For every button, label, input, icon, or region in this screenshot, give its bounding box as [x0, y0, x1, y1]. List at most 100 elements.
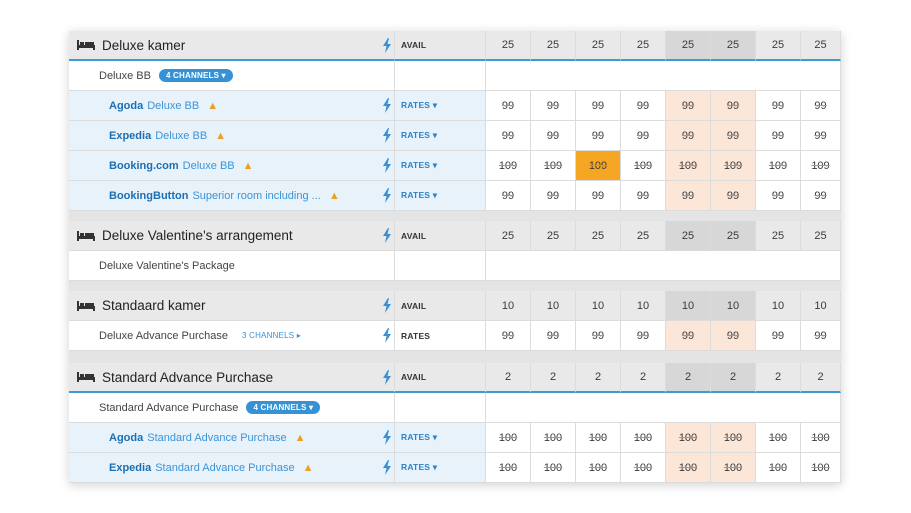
- lightning-bolt-icon[interactable]: [383, 370, 391, 385]
- avail-cell[interactable]: 25: [756, 221, 801, 251]
- rate-cell[interactable]: 100: [756, 453, 801, 483]
- rate-cell[interactable]: 99: [576, 121, 621, 151]
- lightning-bolt-icon[interactable]: [383, 228, 391, 243]
- rate-cell[interactable]: 99: [576, 321, 621, 351]
- rate-cell[interactable]: 99: [531, 121, 576, 151]
- avail-cell[interactable]: 10: [711, 291, 756, 321]
- rate-cell[interactable]: 99: [756, 181, 801, 211]
- avail-cell[interactable]: 2: [531, 363, 576, 393]
- channel-name-cell[interactable]: Agoda Deluxe BB ▲: [69, 91, 395, 121]
- rate-cell[interactable]: 100: [711, 423, 756, 453]
- avail-cell[interactable]: 25: [621, 221, 666, 251]
- rate-cell[interactable]: 99: [486, 121, 531, 151]
- lightning-bolt-icon[interactable]: [383, 328, 391, 343]
- lightning-bolt-icon[interactable]: [383, 98, 391, 113]
- rate-cell[interactable]: 99: [666, 181, 711, 211]
- rate-cell[interactable]: 99: [711, 181, 756, 211]
- channels-expand-link[interactable]: 3 CHANNELS ▸: [242, 331, 301, 340]
- rate-cell[interactable]: 100: [756, 423, 801, 453]
- rate-cell[interactable]: 99: [666, 121, 711, 151]
- lightning-bolt-icon[interactable]: [383, 430, 391, 445]
- avail-cell[interactable]: 2: [576, 363, 621, 393]
- avail-cell[interactable]: 25: [666, 221, 711, 251]
- rate-cell[interactable]: 99: [621, 321, 666, 351]
- lightning-bolt-icon[interactable]: [383, 128, 391, 143]
- avail-cell[interactable]: 25: [801, 221, 841, 251]
- rate-cell[interactable]: 99: [621, 181, 666, 211]
- avail-cell[interactable]: 25: [711, 31, 756, 61]
- avail-cell[interactable]: 10: [576, 291, 621, 321]
- lightning-bolt-icon[interactable]: [383, 298, 391, 313]
- channel-name-cell[interactable]: Expedia Standard Advance Purchase ▲: [69, 453, 395, 483]
- rate-cell[interactable]: 99: [486, 181, 531, 211]
- avail-cell[interactable]: 10: [801, 291, 841, 321]
- rate-cell[interactable]: 100: [621, 453, 666, 483]
- avail-cell[interactable]: 25: [576, 31, 621, 61]
- rate-cell[interactable]: 99: [801, 91, 841, 121]
- rate-cell[interactable]: 99: [666, 91, 711, 121]
- rate-cell[interactable]: 100: [666, 453, 711, 483]
- rate-cell[interactable]: 99: [576, 181, 621, 211]
- avail-cell[interactable]: 10: [621, 291, 666, 321]
- avail-cell[interactable]: 25: [531, 221, 576, 251]
- rates-dropdown[interactable]: RATES ▾: [395, 151, 486, 181]
- channel-name-cell[interactable]: Booking.com Deluxe BB ▲: [69, 151, 395, 181]
- rate-cell[interactable]: 99: [666, 321, 711, 351]
- rate-cell[interactable]: 100: [576, 453, 621, 483]
- rate-cell[interactable]: 99: [756, 121, 801, 151]
- rate-cell[interactable]: 100: [576, 423, 621, 453]
- rate-cell[interactable]: 99: [621, 91, 666, 121]
- avail-cell[interactable]: 2: [801, 363, 841, 393]
- rates-dropdown[interactable]: RATES ▾: [395, 453, 486, 483]
- rate-cell[interactable]: 99: [621, 121, 666, 151]
- room-name-cell[interactable]: Deluxe Valentine's arrangement: [69, 221, 395, 251]
- avail-cell[interactable]: 25: [576, 221, 621, 251]
- rate-cell[interactable]: 99: [801, 181, 841, 211]
- avail-cell[interactable]: 10: [531, 291, 576, 321]
- avail-cell[interactable]: 10: [486, 291, 531, 321]
- rate-cell[interactable]: 100: [531, 423, 576, 453]
- rate-cell[interactable]: 100: [711, 453, 756, 483]
- avail-cell[interactable]: 2: [486, 363, 531, 393]
- rate-cell[interactable]: 99: [711, 91, 756, 121]
- avail-cell[interactable]: 25: [666, 31, 711, 61]
- rate-cell-selected[interactable]: 109: [576, 151, 621, 181]
- rate-cell[interactable]: 99: [486, 321, 531, 351]
- rate-cell[interactable]: 99: [801, 121, 841, 151]
- rate-cell[interactable]: 100: [486, 423, 531, 453]
- rate-cell[interactable]: 99: [801, 321, 841, 351]
- channels-dropdown-badge[interactable]: 4 CHANNELS ▾: [158, 69, 233, 82]
- room-name-cell[interactable]: Deluxe kamer: [69, 31, 395, 61]
- rates-dropdown[interactable]: RATES ▾: [395, 423, 486, 453]
- room-name-cell[interactable]: Standard Advance Purchase: [69, 363, 395, 393]
- rate-cell[interactable]: 99: [576, 91, 621, 121]
- rates-dropdown[interactable]: RATES ▾: [395, 121, 486, 151]
- avail-cell[interactable]: 2: [756, 363, 801, 393]
- rate-cell[interactable]: 109: [531, 151, 576, 181]
- rate-cell[interactable]: 99: [531, 321, 576, 351]
- avail-cell[interactable]: 2: [621, 363, 666, 393]
- rate-cell[interactable]: 99: [756, 91, 801, 121]
- rate-cell[interactable]: 109: [711, 151, 756, 181]
- avail-cell[interactable]: 25: [486, 31, 531, 61]
- avail-cell[interactable]: 25: [486, 221, 531, 251]
- rate-cell[interactable]: 100: [801, 453, 841, 483]
- avail-cell[interactable]: 25: [531, 31, 576, 61]
- lightning-bolt-icon[interactable]: [383, 460, 391, 475]
- avail-cell[interactable]: 25: [756, 31, 801, 61]
- rate-cell[interactable]: 109: [621, 151, 666, 181]
- rate-cell[interactable]: 109: [801, 151, 841, 181]
- rate-cell[interactable]: 99: [711, 121, 756, 151]
- rate-cell[interactable]: 100: [486, 453, 531, 483]
- channel-name-cell[interactable]: BookingButton Superior room including ..…: [69, 181, 395, 211]
- rate-cell[interactable]: 109: [666, 151, 711, 181]
- rates-dropdown[interactable]: RATES ▾: [395, 91, 486, 121]
- channels-dropdown-badge[interactable]: 4 CHANNELS ▾: [246, 401, 321, 414]
- channel-name-cell[interactable]: Agoda Standard Advance Purchase ▲: [69, 423, 395, 453]
- rate-cell[interactable]: 99: [531, 91, 576, 121]
- rate-cell[interactable]: 100: [801, 423, 841, 453]
- lightning-bolt-icon[interactable]: [383, 188, 391, 203]
- rate-cell[interactable]: 100: [531, 453, 576, 483]
- lightning-bolt-icon[interactable]: [383, 158, 391, 173]
- rate-cell[interactable]: 99: [756, 321, 801, 351]
